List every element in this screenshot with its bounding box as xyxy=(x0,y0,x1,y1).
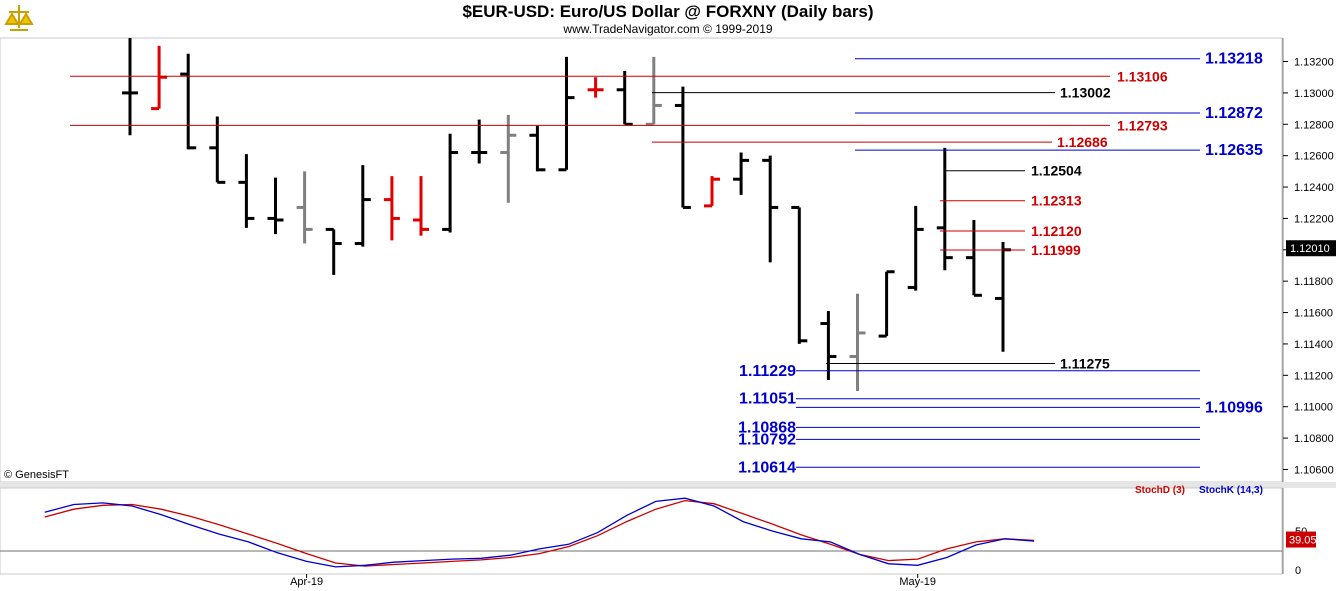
ohlc-bar xyxy=(383,176,400,241)
level-label: 1.12872 xyxy=(1205,105,1263,122)
level-1.12313: 1.12313 xyxy=(940,193,1082,209)
ohlc-bar xyxy=(442,133,459,233)
level-1.13106: 1.13106 xyxy=(70,68,1168,84)
ohlc-bar xyxy=(413,176,429,236)
ohlc-bar xyxy=(267,177,284,235)
level-label: 1.12313 xyxy=(1031,193,1082,209)
level-1.12120: 1.12120 xyxy=(940,223,1082,239)
y-tick-label: 1.13000 xyxy=(1294,88,1334,100)
ohlc-bar xyxy=(471,119,488,164)
last-price-label: 1.12010 xyxy=(1290,243,1330,255)
level-1.12686: 1.12686 xyxy=(652,134,1108,150)
ohlc-bar xyxy=(180,53,197,150)
level-label: 1.13106 xyxy=(1117,68,1168,84)
chart-subtitle: www.TradeNavigator.com © 1999-2019 xyxy=(562,22,772,36)
level-1.10996: 1.10996 xyxy=(796,399,1263,416)
level-1.13218: 1.13218 xyxy=(855,51,1263,68)
level-label: 1.12504 xyxy=(1031,163,1082,179)
level-label: 1.10792 xyxy=(738,431,796,448)
chart-title: $EUR-USD: Euro/US Dollar @ FORXNY (Daily… xyxy=(462,2,873,21)
level-label: 1.11999 xyxy=(1031,242,1081,258)
level-1.10614: 1.10614 xyxy=(738,459,1200,476)
stoch-tick-label: 0 xyxy=(1295,565,1301,577)
ohlc-bar xyxy=(209,116,226,184)
ohlc-bar xyxy=(558,56,575,172)
ohlc-bar xyxy=(616,70,633,126)
level-1.12872: 1.12872 xyxy=(855,105,1263,122)
y-tick-label: 1.11000 xyxy=(1294,402,1333,414)
level-label: 1.12635 xyxy=(1205,142,1263,159)
ohlc-bar xyxy=(820,310,837,381)
stoch-legend-k: StochK (14,3) xyxy=(1199,485,1263,496)
y-tick-label: 1.12200 xyxy=(1294,213,1334,225)
logo-icon xyxy=(2,2,36,34)
ohlc-bar xyxy=(704,176,720,208)
ohlc-bar xyxy=(354,165,371,247)
level-1.12635: 1.12635 xyxy=(855,142,1263,159)
level-1.11051: 1.11051 xyxy=(739,391,1200,408)
y-tick-label: 1.12400 xyxy=(1294,182,1334,194)
level-1.11999: 1.11999 xyxy=(940,242,1081,258)
x-tick-label: Apr-19 xyxy=(290,576,323,588)
y-tick-label: 1.11600 xyxy=(1294,308,1333,320)
x-tick-label: May-19 xyxy=(899,576,936,588)
ohlc-bar xyxy=(587,77,604,98)
price-axis xyxy=(1283,38,1336,482)
y-tick-label: 1.13200 xyxy=(1294,57,1334,69)
level-label: 1.10614 xyxy=(738,459,796,476)
ohlc-bar xyxy=(965,219,982,297)
stochk-line xyxy=(44,497,1035,568)
level-label: 1.11275 xyxy=(1060,356,1110,372)
price-panel xyxy=(0,37,1283,483)
ohlc-bar xyxy=(529,125,546,172)
ohlc-bar xyxy=(733,152,750,195)
level-label: 1.10868 xyxy=(738,419,796,436)
ohlc-bar xyxy=(791,205,808,344)
ohlc-bar xyxy=(674,86,691,209)
level-1.11229: 1.11229 xyxy=(739,363,1200,380)
ohlc-bar xyxy=(500,114,517,203)
level-label: 1.11229 xyxy=(739,363,796,380)
level-1.10792: 1.10792 xyxy=(738,431,1200,448)
ohlc-bar xyxy=(907,205,924,291)
ohlc-bar xyxy=(762,155,779,263)
ohlc-bar xyxy=(238,154,255,228)
stochastic-panel xyxy=(0,487,1283,575)
level-1.10868: 1.10868 xyxy=(738,419,1200,436)
stoch-legend-d: StochD (3) xyxy=(1135,485,1185,496)
stoch-value-box xyxy=(1286,531,1316,548)
y-tick-label: 1.10800 xyxy=(1294,433,1334,445)
ohlc-bar xyxy=(296,171,313,244)
level-label: 1.13002 xyxy=(1060,85,1111,101)
level-label: 1.12686 xyxy=(1057,134,1108,150)
y-tick-label: 1.11800 xyxy=(1294,276,1333,288)
level-label: 1.10996 xyxy=(1205,399,1263,416)
ohlc-bar xyxy=(645,56,662,126)
ohlc-bar xyxy=(849,293,866,392)
level-1.12793: 1.12793 xyxy=(70,117,1168,133)
level-label: 1.12793 xyxy=(1117,117,1168,133)
copyright-label: © GenesisFT xyxy=(4,469,69,481)
ohlc-bar xyxy=(151,45,168,111)
level-label: 1.11051 xyxy=(739,391,796,408)
y-tick-label: 1.11400 xyxy=(1294,339,1333,351)
level-label: 1.12120 xyxy=(1031,223,1082,239)
ohlc-bar xyxy=(325,227,342,275)
y-tick-label: 1.12800 xyxy=(1294,119,1334,131)
stoch-value-label: 39.05 xyxy=(1289,535,1317,547)
y-tick-label: 1.10600 xyxy=(1294,464,1334,476)
last-price-box xyxy=(1286,240,1336,257)
stochd-line xyxy=(44,499,1035,567)
level-1.11275: 1.11275 xyxy=(826,356,1110,372)
ohlc-bar xyxy=(878,270,895,338)
level-label: 1.13218 xyxy=(1205,51,1263,68)
y-tick-label: 1.12600 xyxy=(1294,151,1334,163)
y-tick-label: 1.11200 xyxy=(1294,370,1333,382)
level-1.13002: 1.13002 xyxy=(652,85,1111,101)
ohlc-bar xyxy=(122,38,138,136)
level-1.12504: 1.12504 xyxy=(944,163,1082,179)
